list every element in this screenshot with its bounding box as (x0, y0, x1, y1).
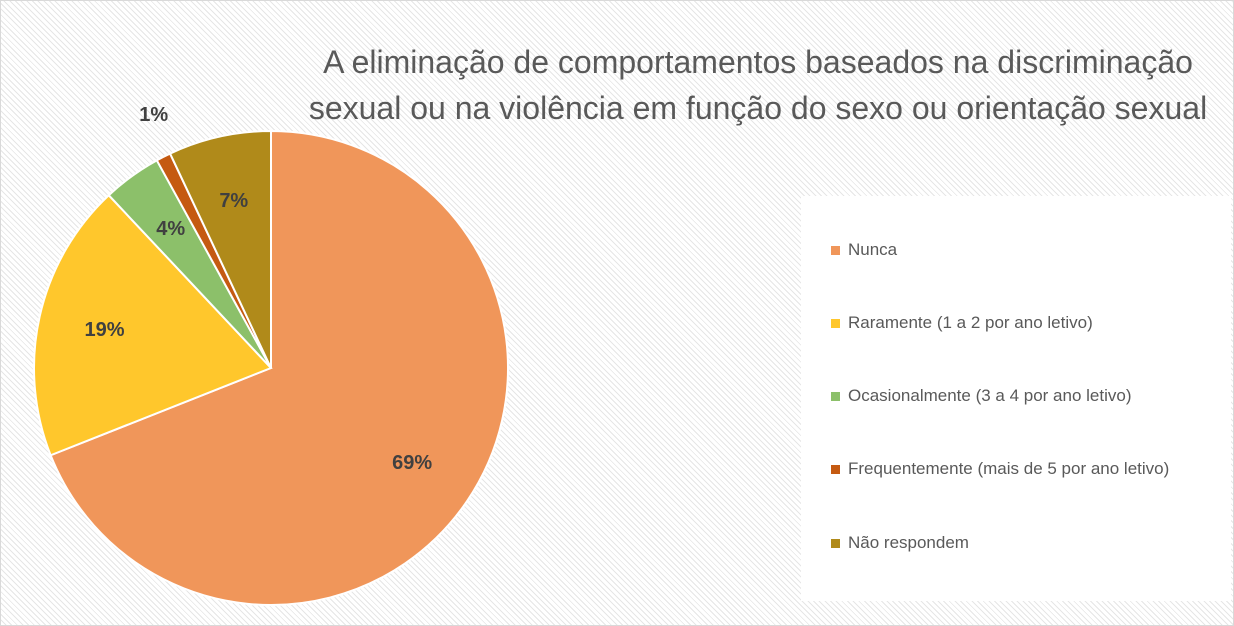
legend-swatch (831, 539, 840, 548)
legend-item: Frequentemente (mais de 5 por ano letivo… (831, 457, 1218, 481)
legend-label: Nunca (848, 240, 898, 259)
chart-title: A eliminação de comportamentos baseados … (308, 44, 1208, 126)
legend-label: Raramente (1 a 2 por ano letivo) (848, 313, 1093, 332)
legend-swatch (831, 465, 840, 474)
data-label: 19% (84, 319, 124, 341)
legend-label: Não respondem (848, 533, 969, 552)
legend: Nunca Raramente (1 a 2 por ano letivo) Oca… (801, 196, 1231, 601)
legend-item: Nunca (831, 238, 1218, 262)
legend-item: Não respondem (831, 531, 1218, 555)
legend-item: Raramente (1 a 2 por ano letivo) (831, 311, 1218, 335)
legend-label: Ocasionalmente (3 a 4 por ano letivo) (848, 386, 1132, 405)
legend-label: Frequentemente (mais de 5 por ano letivo… (848, 459, 1170, 478)
legend-item: Ocasionalmente (3 a 4 por ano letivo) (831, 384, 1218, 408)
data-label: 69% (392, 452, 432, 474)
data-label: 4% (156, 218, 185, 240)
pie-slice (168, 129, 272, 369)
pie-slice (49, 129, 509, 606)
legend-swatch (831, 246, 840, 255)
legend-swatch (831, 392, 840, 401)
pie-slice (33, 193, 273, 457)
data-label: 7% (219, 190, 248, 212)
legend-swatch (831, 319, 840, 328)
data-label: 1% (139, 104, 168, 126)
